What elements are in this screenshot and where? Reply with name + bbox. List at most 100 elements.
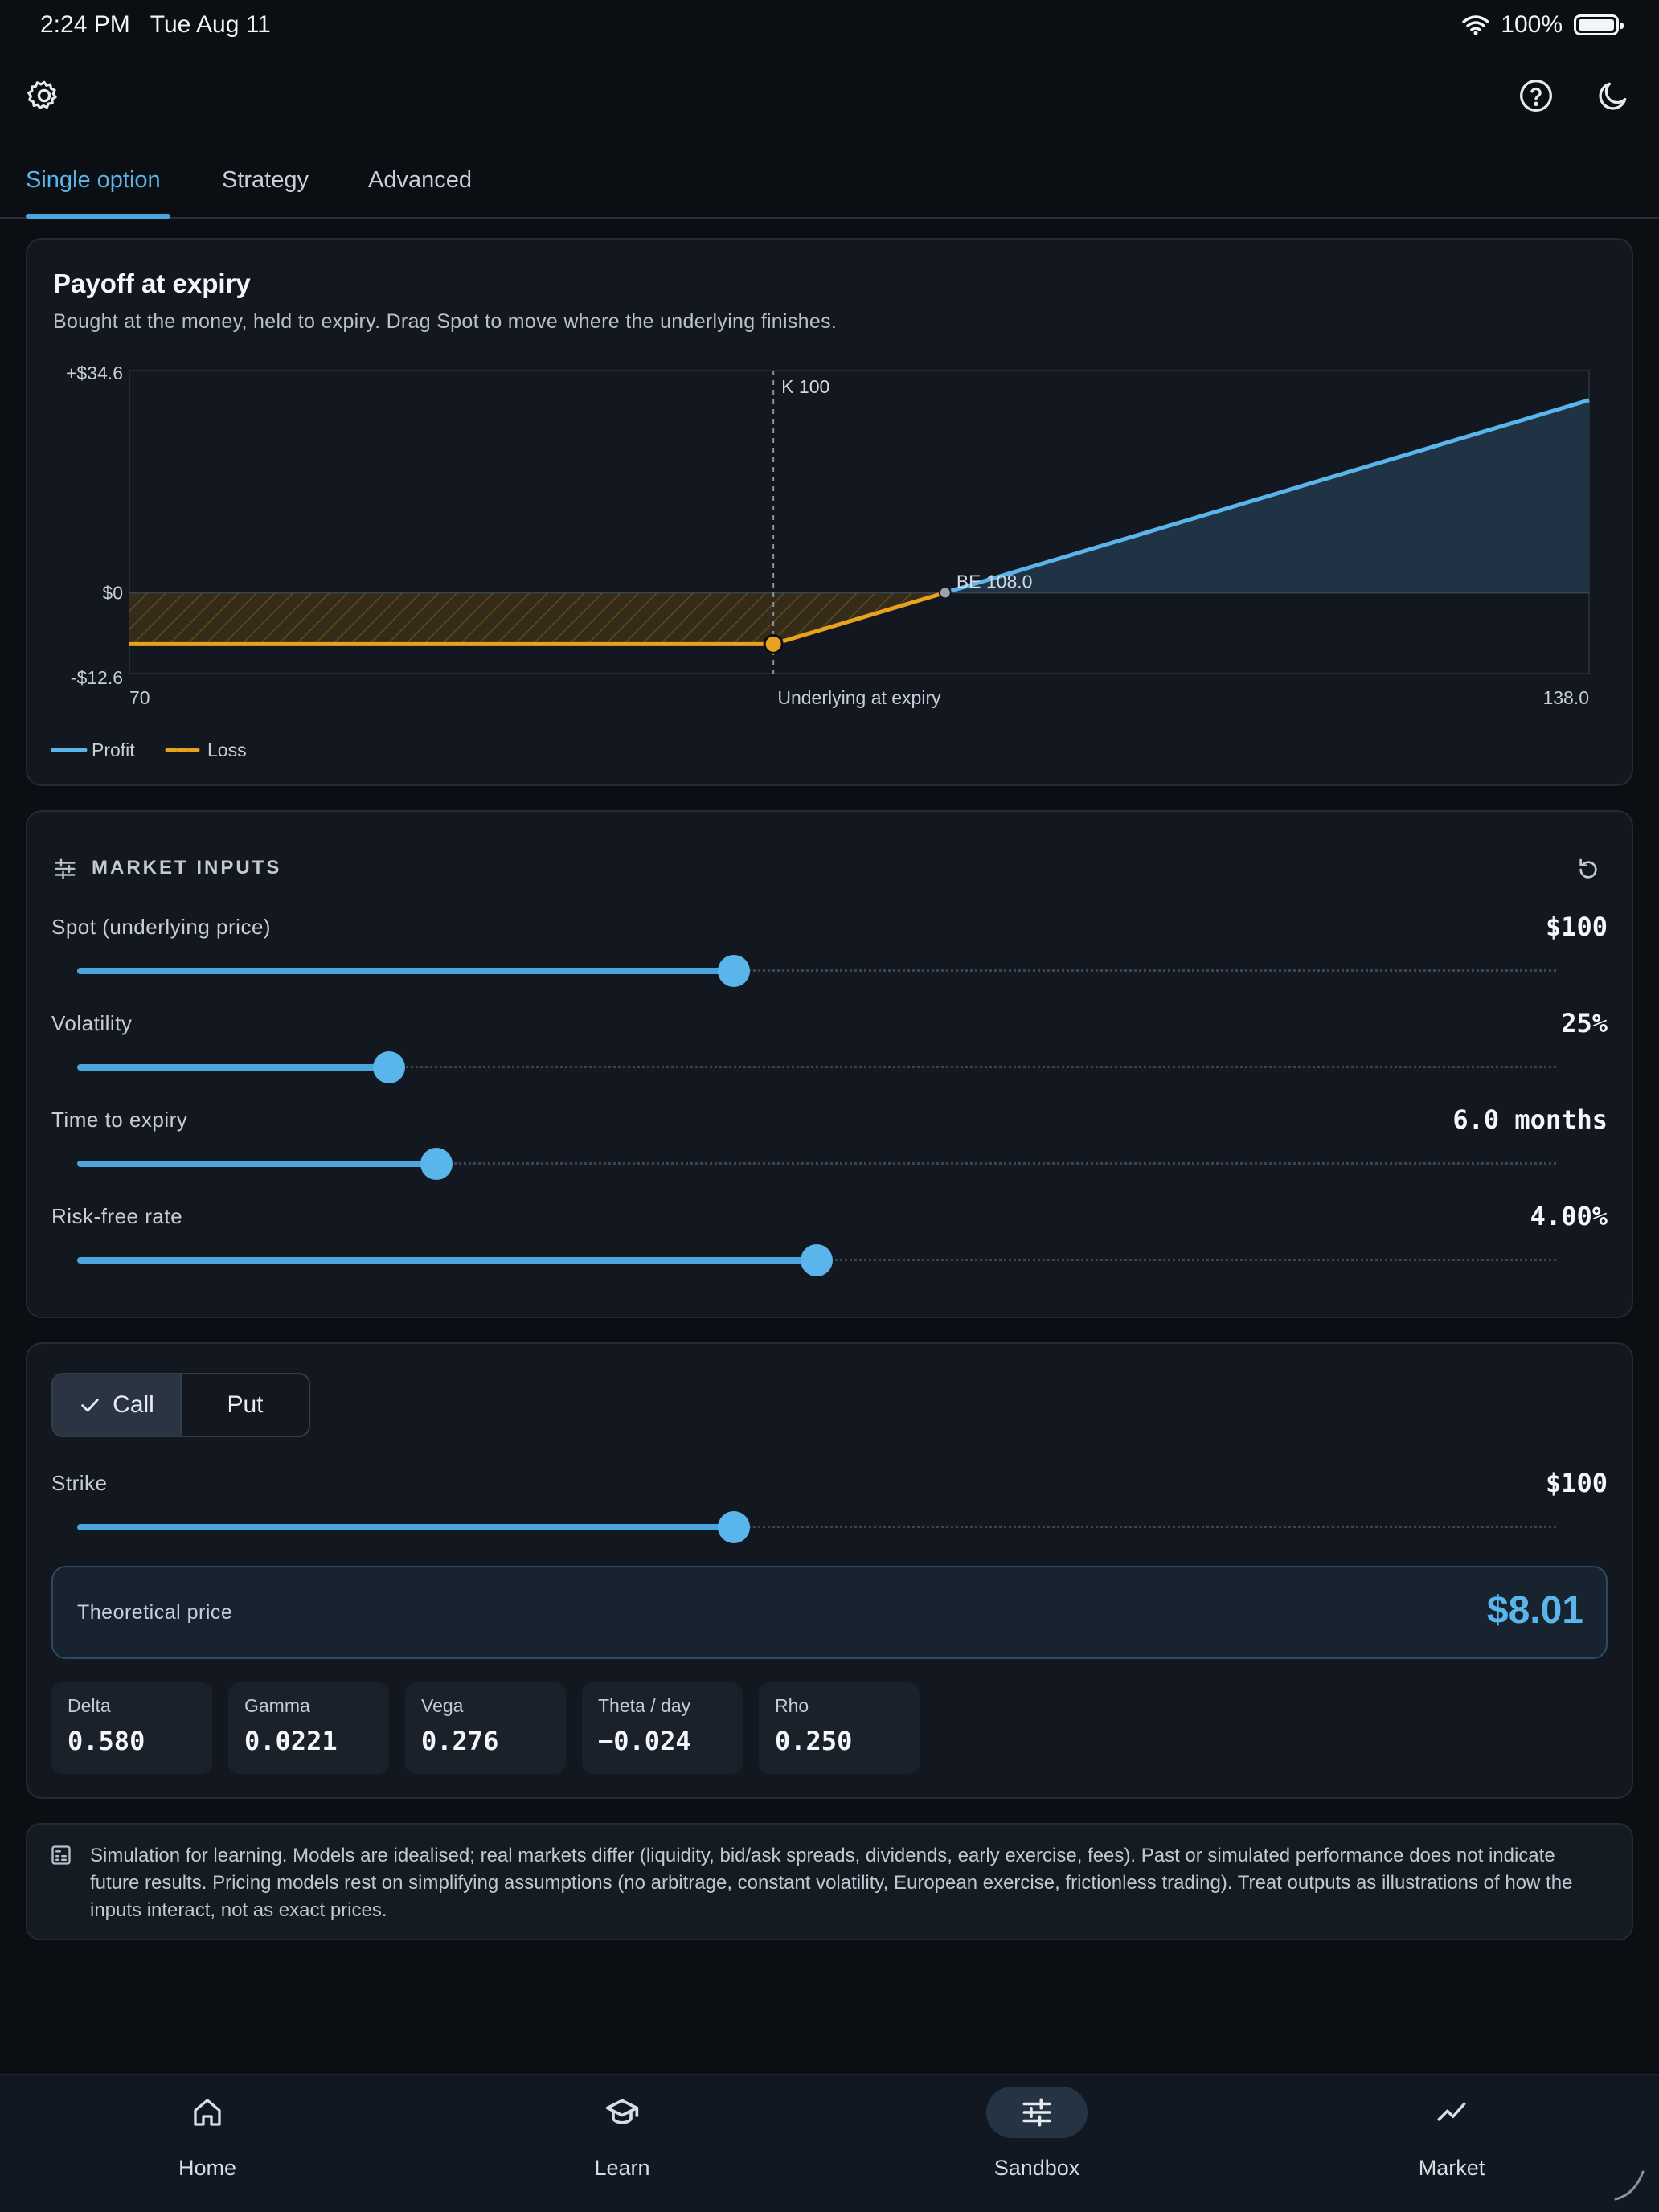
nav-learn[interactable]: Learn bbox=[526, 2075, 719, 2212]
y-tick-zero: $0 bbox=[102, 582, 123, 603]
status-date: Tue Aug 11 bbox=[150, 11, 271, 38]
nav-market-label: Market bbox=[1418, 2156, 1485, 2180]
wifi-icon bbox=[1462, 15, 1490, 35]
tab-strategy[interactable]: Strategy bbox=[222, 167, 309, 193]
help-circle-icon bbox=[1520, 80, 1552, 112]
loss-area bbox=[129, 592, 945, 645]
moon-icon bbox=[1599, 82, 1627, 110]
bottom-navigation: Home Learn Sandbox Market bbox=[0, 2074, 1659, 2212]
risk-free-rate-slider-thumb[interactable] bbox=[801, 1244, 833, 1276]
spot-drag-handle[interactable] bbox=[763, 633, 784, 654]
time-to-expiry-slider-thumb[interactable] bbox=[420, 1148, 453, 1180]
greek-name: Delta bbox=[68, 1695, 111, 1716]
strike-value: $100 bbox=[1545, 1468, 1608, 1498]
time-to-expiry-slider[interactable] bbox=[51, 1146, 1582, 1182]
volatility-label: Volatility bbox=[51, 1011, 133, 1035]
greek-value: 0.0221 bbox=[244, 1726, 338, 1756]
home-icon bbox=[194, 2099, 221, 2126]
graduation-cap-icon bbox=[605, 2099, 639, 2124]
greek-value: −0.024 bbox=[598, 1726, 691, 1756]
spot-value: $100 bbox=[1545, 911, 1608, 942]
greek-vega: Vega 0.276 bbox=[405, 1682, 566, 1774]
put-label: Put bbox=[227, 1391, 264, 1418]
battery-icon bbox=[1574, 14, 1624, 35]
greek-rho: Rho 0.250 bbox=[759, 1682, 920, 1774]
help-button[interactable] bbox=[1516, 76, 1556, 116]
payoff-subtitle: Bought at the money, held to expiry. Dra… bbox=[53, 310, 838, 333]
nav-sandbox[interactable]: Sandbox bbox=[940, 2075, 1133, 2212]
call-button[interactable]: Call bbox=[53, 1374, 182, 1436]
greek-name: Vega bbox=[421, 1695, 464, 1716]
x-tick-min: 70 bbox=[129, 687, 150, 708]
theme-toggle-button[interactable] bbox=[1593, 76, 1633, 116]
y-tick-top: +$34.6 bbox=[66, 363, 123, 383]
strike-label: Strike bbox=[51, 1471, 108, 1495]
volatility-slider[interactable] bbox=[51, 1050, 1582, 1085]
greek-theta: Theta / day −0.024 bbox=[582, 1682, 743, 1774]
y-tick-bottom: -$12.6 bbox=[71, 667, 123, 688]
disclaimer-text: Simulation for learning. Models are idea… bbox=[90, 1845, 1573, 1921]
strike-slider[interactable] bbox=[51, 1509, 1582, 1545]
payoff-card: Payoff at expiry Bought at the money, he… bbox=[26, 238, 1633, 786]
status-bar-time: 2:24 PM Tue Aug 11 bbox=[40, 11, 271, 39]
active-tab-indicator bbox=[26, 214, 170, 219]
greek-value: 0.580 bbox=[68, 1726, 145, 1756]
x-tick-max: 138.0 bbox=[1542, 687, 1589, 708]
greek-name: Gamma bbox=[244, 1695, 310, 1716]
nav-learn-label: Learn bbox=[594, 2156, 650, 2180]
option-type-toggle: Call Put bbox=[51, 1373, 310, 1437]
legend-profit-label: Profit bbox=[92, 739, 135, 760]
status-time: 2:24 PM bbox=[40, 11, 130, 38]
gear-icon bbox=[27, 80, 57, 109]
time-to-expiry-value: 6.0 months bbox=[1452, 1104, 1608, 1135]
sliders-icon bbox=[55, 858, 76, 879]
theoretical-price-label: Theoretical price bbox=[77, 1601, 233, 1624]
spot-label: Spot (underlying price) bbox=[51, 915, 272, 939]
disclaimer-card: Simulation for learning. Models are idea… bbox=[26, 1823, 1633, 1940]
theoretical-price-value: $8.01 bbox=[1486, 1589, 1583, 1632]
x-axis-label: Underlying at expiry bbox=[777, 687, 941, 708]
spot-slider[interactable] bbox=[51, 953, 1582, 989]
profit-series-line bbox=[944, 398, 1590, 595]
strike-slider-thumb[interactable] bbox=[717, 1511, 750, 1543]
tab-bar: Single option Strategy Advanced bbox=[0, 161, 1659, 219]
volatility-value: 25% bbox=[1561, 1008, 1608, 1038]
spot-slider-thumb[interactable] bbox=[717, 955, 750, 987]
market-inputs-heading: MARKET INPUTS bbox=[92, 857, 282, 879]
greek-name: Theta / day bbox=[598, 1695, 691, 1716]
call-label: Call bbox=[113, 1391, 154, 1418]
settings-button[interactable] bbox=[24, 76, 64, 116]
nav-home-label: Home bbox=[178, 2156, 237, 2180]
breakeven-label: BE 108.0 bbox=[956, 571, 1033, 592]
greek-value: 0.276 bbox=[421, 1726, 499, 1756]
battery-percent: 100% bbox=[1501, 11, 1563, 38]
risk-free-rate-slider[interactable] bbox=[51, 1243, 1582, 1278]
strike-label: K 100 bbox=[781, 376, 830, 397]
scroll-indicator-icon bbox=[1614, 2170, 1645, 2201]
nav-sandbox-label: Sandbox bbox=[993, 2156, 1080, 2180]
calculator-icon bbox=[51, 1845, 71, 1865]
greek-delta: Delta 0.580 bbox=[51, 1682, 212, 1774]
check-icon bbox=[81, 1399, 99, 1412]
nav-home[interactable]: Home bbox=[111, 2075, 304, 2212]
reset-icon bbox=[1579, 858, 1597, 879]
greek-value: 0.250 bbox=[775, 1726, 853, 1756]
nav-market[interactable]: Market bbox=[1355, 2075, 1548, 2212]
risk-free-rate-label: Risk-free rate bbox=[51, 1204, 183, 1228]
status-bar-right: 100% bbox=[1462, 11, 1624, 39]
payoff-chart[interactable]: K 100 BE 108.0 +$34.6 $0 -$12.6 70 Under… bbox=[27, 240, 1635, 788]
greek-gamma: Gamma 0.0221 bbox=[228, 1682, 389, 1774]
tab-single-option[interactable]: Single option bbox=[26, 167, 161, 193]
trending-up-icon bbox=[1437, 2102, 1466, 2121]
tab-advanced[interactable]: Advanced bbox=[368, 167, 472, 193]
reset-inputs-button[interactable] bbox=[1571, 852, 1606, 887]
put-button[interactable]: Put bbox=[182, 1374, 309, 1436]
breakeven-point bbox=[938, 586, 952, 600]
payoff-title: Payoff at expiry bbox=[53, 268, 251, 298]
sliders-icon bbox=[1022, 2098, 1051, 2127]
time-to-expiry-label: Time to expiry bbox=[51, 1108, 188, 1132]
legend-loss-label: Loss bbox=[207, 739, 247, 760]
greek-name: Rho bbox=[775, 1695, 809, 1716]
risk-free-rate-value: 4.00% bbox=[1530, 1201, 1608, 1231]
volatility-slider-thumb[interactable] bbox=[373, 1051, 406, 1083]
